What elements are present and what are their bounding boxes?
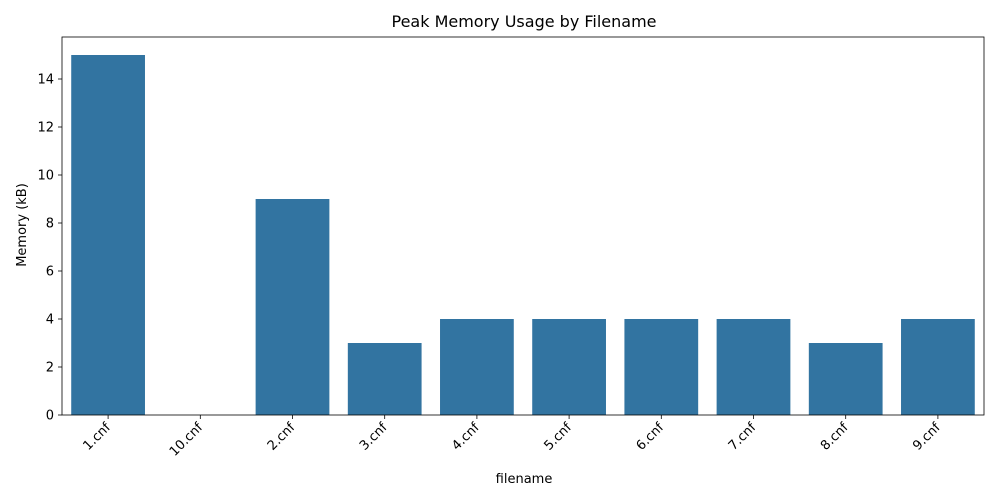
y-tick-label: 12 [37, 121, 54, 136]
bar-6-cnf [624, 319, 699, 415]
bars-group [71, 55, 975, 415]
y-tick-label: 2 [46, 361, 54, 376]
bar-9-cnf [901, 319, 975, 415]
bar-3-cnf [347, 343, 422, 415]
plot-frame [61, 36, 985, 416]
bar-2-cnf [255, 199, 330, 415]
y-tick-label: 6 [46, 265, 54, 280]
y-tick-label: 0 [46, 409, 54, 424]
bar-8-cnf [808, 343, 883, 415]
x-axis-label: filename [496, 472, 553, 487]
y-tick-label: 4 [46, 313, 54, 328]
y-tick-label: 14 [37, 73, 54, 88]
bar-1-cnf [71, 55, 145, 415]
bar-5-cnf [532, 319, 606, 415]
chart-title: Peak Memory Usage by Filename [391, 12, 656, 31]
y-tick-label: 10 [37, 169, 54, 184]
y-axis-label: Memory (kB) [15, 183, 30, 267]
bar-4-cnf [440, 319, 514, 415]
bar-7-cnf [716, 319, 791, 415]
y-axis-ticks: 0 2 4 6 8 10 12 14 [37, 73, 62, 424]
y-tick-label: 8 [46, 217, 54, 232]
